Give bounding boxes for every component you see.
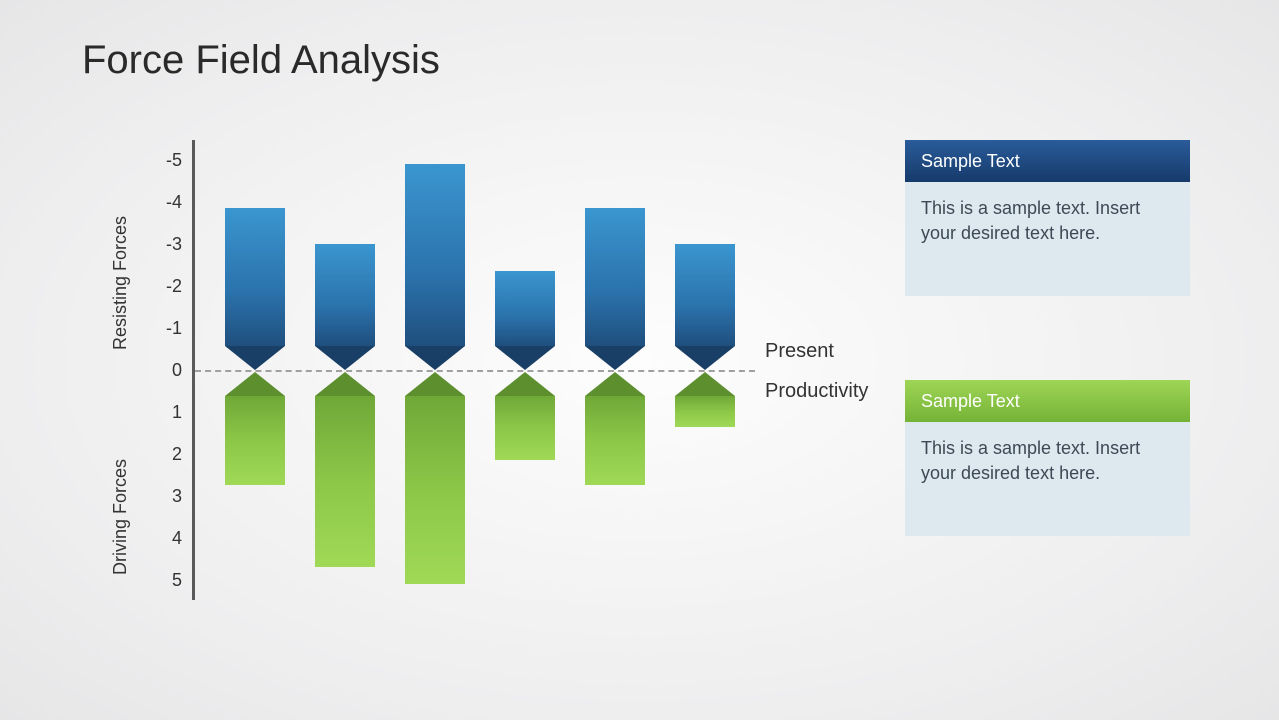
force-field-chart: Resisting Forces Driving Forces -5 -4 -3 -2… [100,140,860,600]
driving-arrow [225,372,285,485]
productivity-label: Productivity [765,380,868,403]
page-title: Force Field Analysis [82,38,440,83]
axis-label-resisting: Resisting Forces [110,216,131,350]
resisting-arrow [225,208,285,370]
driving-arrow [495,372,555,460]
tick-label: 1 [152,402,182,423]
card-body: This is a sample text. Insert your desir… [905,422,1190,536]
tick-label: -1 [152,318,182,339]
tick-label: -3 [152,234,182,255]
tick-label: 2 [152,444,182,465]
resisting-arrow [495,271,555,370]
card-header: Sample Text [905,380,1190,422]
tick-label: -2 [152,276,182,297]
tick-label: -4 [152,192,182,213]
tick-label: 0 [152,360,182,381]
resisting-arrow [585,208,645,370]
info-card-resisting: Sample Text This is a sample text. Inser… [905,140,1190,296]
driving-arrow [585,372,645,485]
card-body: This is a sample text. Insert your desir… [905,182,1190,296]
resisting-arrow [315,244,375,370]
info-card-driving: Sample Text This is a sample text. Inser… [905,380,1190,536]
resisting-arrow [405,164,465,370]
driving-arrow [405,372,465,584]
resisting-arrow [675,244,735,370]
present-label: Present [765,340,834,363]
tick-label: 3 [152,486,182,507]
tick-label: 4 [152,528,182,549]
axis-label-driving: Driving Forces [110,459,131,575]
tick-label: 5 [152,570,182,591]
driving-arrow [675,372,735,427]
card-header: Sample Text [905,140,1190,182]
tick-label: -5 [152,150,182,171]
driving-arrow [315,372,375,567]
